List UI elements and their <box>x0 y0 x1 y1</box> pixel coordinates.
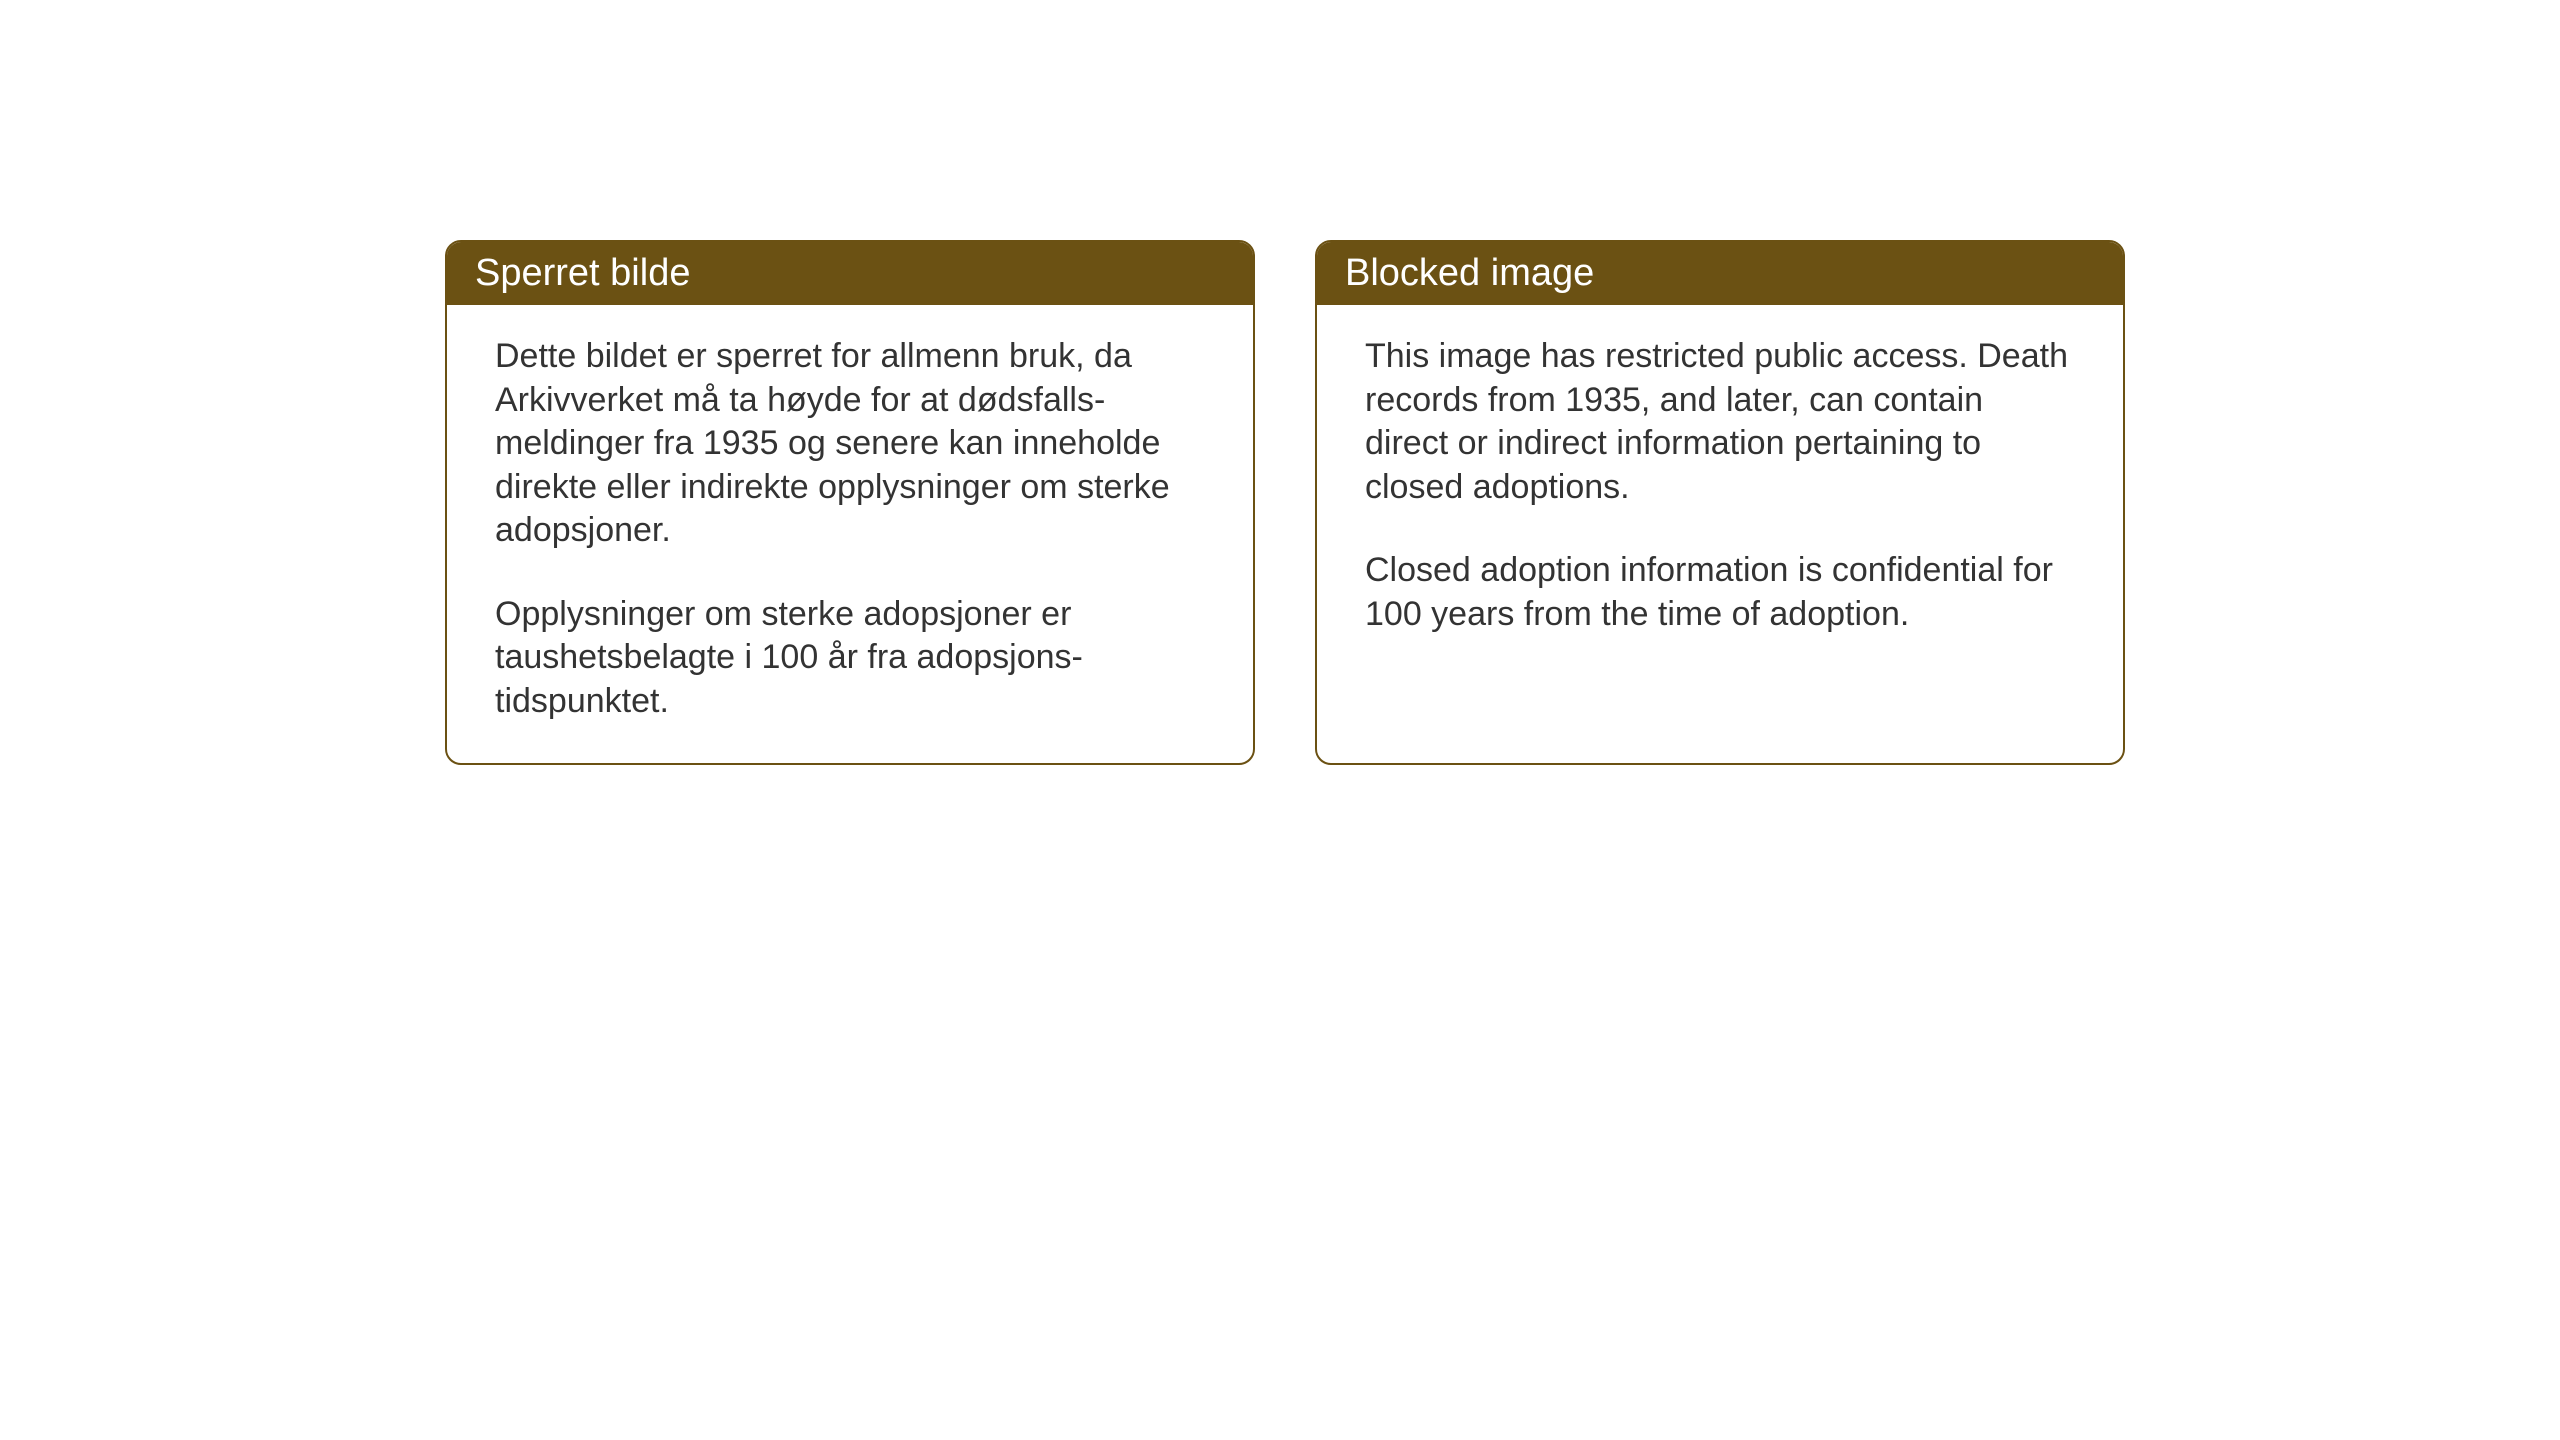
notice-title-norwegian: Sperret bilde <box>475 252 690 294</box>
notice-paragraph-2-norwegian: Opplysninger om sterke adopsjoner er tau… <box>495 593 1205 724</box>
notice-header-norwegian: Sperret bilde <box>447 242 1253 305</box>
notice-body-english: This image has restricted public access.… <box>1317 305 2123 676</box>
notice-container: Sperret bilde Dette bildet er sperret fo… <box>445 240 2125 765</box>
notice-card-english: Blocked image This image has restricted … <box>1315 240 2125 765</box>
notice-body-norwegian: Dette bildet er sperret for allmenn bruk… <box>447 305 1253 763</box>
notice-paragraph-2-english: Closed adoption information is confident… <box>1365 549 2075 636</box>
notice-header-english: Blocked image <box>1317 242 2123 305</box>
notice-title-english: Blocked image <box>1345 252 1594 294</box>
notice-paragraph-1-english: This image has restricted public access.… <box>1365 335 2075 509</box>
notice-card-norwegian: Sperret bilde Dette bildet er sperret fo… <box>445 240 1255 765</box>
notice-paragraph-1-norwegian: Dette bildet er sperret for allmenn bruk… <box>495 335 1205 553</box>
